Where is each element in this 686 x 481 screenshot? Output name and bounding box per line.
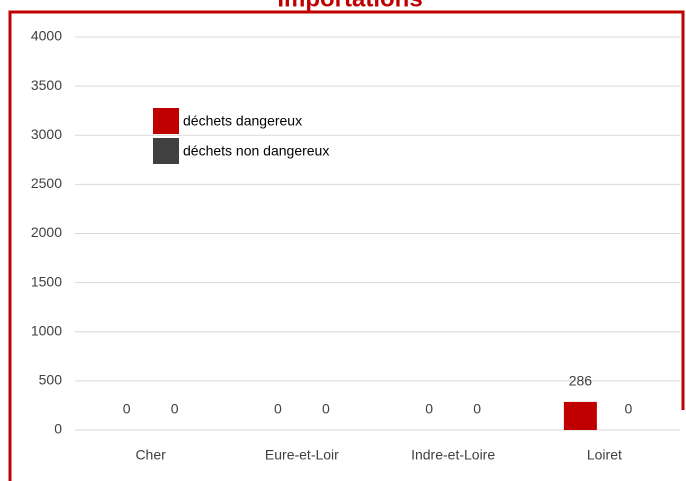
y-tick-label: 3500 xyxy=(31,77,62,93)
legend-swatch xyxy=(153,108,179,134)
data-label: 0 xyxy=(624,401,632,417)
x-tick-label: Loiret xyxy=(587,447,622,463)
y-tick-label: 1000 xyxy=(31,322,62,338)
x-tick-label: Eure-et-Loir xyxy=(265,447,339,463)
y-tick-label: 500 xyxy=(39,372,63,388)
y-tick-label: 2000 xyxy=(31,224,62,240)
legend-swatch xyxy=(153,138,179,164)
bar xyxy=(563,401,597,430)
legend-label: déchets dangereux xyxy=(183,113,302,129)
chart-title: Importations xyxy=(277,0,422,12)
y-tick-label: 1500 xyxy=(31,273,62,289)
frame xyxy=(8,10,685,481)
legend-label: déchets non dangereux xyxy=(183,143,329,159)
y-tick-label: 4000 xyxy=(31,28,62,44)
data-label: 0 xyxy=(171,401,179,417)
y-tick-label: 2500 xyxy=(31,175,62,191)
x-tick-label: Indre-et-Loire xyxy=(411,447,495,463)
data-label: 0 xyxy=(274,401,282,417)
data-label: 0 xyxy=(322,401,330,417)
y-tick-label: 3000 xyxy=(31,126,62,142)
y-tick-label: 0 xyxy=(54,421,62,437)
data-label: 0 xyxy=(473,401,481,417)
data-label: 0 xyxy=(425,401,433,417)
data-label: 286 xyxy=(569,373,593,389)
data-label: 0 xyxy=(123,401,131,417)
x-tick-label: Cher xyxy=(135,447,166,463)
